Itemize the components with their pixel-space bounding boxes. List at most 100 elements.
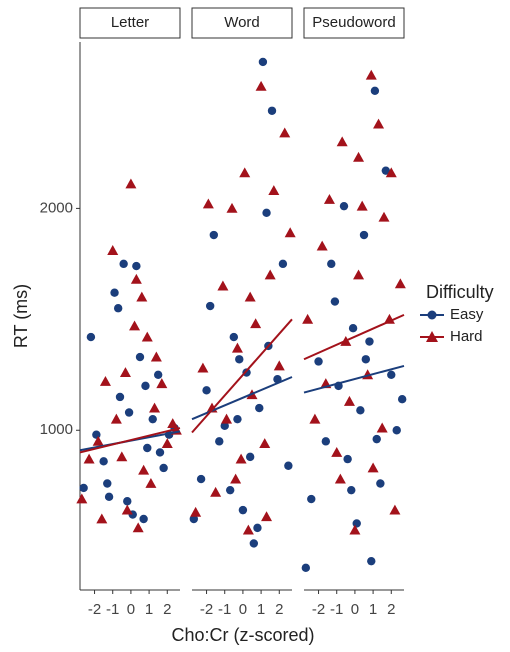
- point: [235, 355, 244, 364]
- point: [314, 357, 323, 366]
- x-tick-label: -1: [330, 601, 343, 618]
- point: [79, 483, 88, 493]
- point: [104, 492, 114, 502]
- point: [343, 395, 355, 406]
- point: [233, 414, 242, 424]
- point: [141, 331, 153, 342]
- legend-label: Hard: [450, 328, 483, 345]
- point: [132, 261, 141, 271]
- point: [389, 504, 401, 515]
- point: [259, 438, 271, 448]
- point: [190, 506, 202, 517]
- trend-line: [79, 427, 181, 454]
- point: [161, 438, 173, 448]
- strip: [79, 7, 181, 39]
- point: [244, 291, 256, 302]
- point: [316, 240, 328, 251]
- point: [215, 437, 224, 446]
- point: [123, 497, 132, 506]
- point: [139, 514, 148, 524]
- trend-line: [191, 318, 293, 434]
- point: [197, 362, 209, 373]
- point: [268, 185, 280, 196]
- point: [76, 493, 88, 504]
- point: [309, 413, 321, 424]
- point: [356, 406, 365, 415]
- point: [334, 473, 346, 484]
- x-tick-label: 2: [163, 601, 171, 618]
- point: [331, 446, 343, 457]
- point: [365, 69, 377, 80]
- x-axis-title: Cho:Cr (z-scored): [171, 625, 314, 645]
- point: [242, 524, 254, 535]
- x-tick-label: 1: [145, 601, 153, 618]
- legend-label: Easy: [450, 306, 484, 323]
- point: [121, 504, 133, 515]
- point: [361, 355, 371, 364]
- strip-label: Word: [224, 14, 260, 31]
- point: [220, 421, 229, 431]
- point: [130, 273, 142, 284]
- point: [348, 324, 358, 333]
- x-tick-label: -2: [312, 601, 325, 618]
- x-tick-label: 0: [239, 601, 247, 618]
- point: [264, 269, 276, 280]
- point: [124, 408, 134, 417]
- point: [242, 368, 251, 377]
- point: [230, 473, 242, 484]
- x-tick-label: 0: [127, 601, 135, 618]
- y-tick-label: 1000: [40, 421, 73, 438]
- point: [115, 392, 125, 402]
- point: [353, 269, 365, 280]
- x-tick-label: -2: [88, 601, 101, 618]
- point: [150, 351, 162, 362]
- x-tick-label: -1: [218, 601, 231, 618]
- point: [279, 127, 291, 138]
- point: [138, 464, 150, 475]
- point: [229, 332, 239, 342]
- point: [387, 370, 396, 379]
- strip: [191, 7, 293, 39]
- point: [249, 539, 259, 548]
- legend-title: Difficulty: [426, 282, 494, 302]
- point: [141, 381, 150, 391]
- point: [258, 57, 268, 67]
- point: [145, 478, 157, 488]
- strip: [303, 7, 405, 39]
- x-tick-label: -2: [200, 601, 213, 618]
- x-tick-label: 0: [351, 601, 359, 618]
- point: [143, 443, 152, 453]
- point: [349, 524, 361, 535]
- point: [119, 259, 128, 269]
- point: [339, 201, 349, 211]
- point: [99, 457, 108, 466]
- y-tick-label: 2000: [40, 199, 73, 216]
- point: [235, 453, 247, 464]
- point: [373, 118, 385, 129]
- point: [217, 280, 229, 291]
- point: [132, 522, 144, 533]
- point: [307, 494, 316, 504]
- point: [103, 479, 112, 488]
- point: [253, 523, 262, 533]
- point: [107, 245, 119, 255]
- point: [238, 505, 248, 515]
- x-tick-label: 2: [387, 601, 395, 618]
- point: [284, 461, 293, 470]
- point: [99, 375, 111, 386]
- point: [378, 211, 390, 222]
- point: [205, 301, 215, 311]
- point: [129, 320, 141, 331]
- point: [372, 434, 381, 444]
- point: [92, 430, 101, 439]
- point: [397, 394, 407, 404]
- point: [394, 278, 406, 289]
- point: [202, 198, 214, 209]
- point: [119, 367, 131, 377]
- point: [239, 167, 251, 178]
- point: [255, 80, 267, 91]
- point: [231, 342, 243, 353]
- trend-line: [303, 313, 405, 361]
- x-tick-label: -1: [106, 601, 119, 618]
- point: [113, 304, 123, 313]
